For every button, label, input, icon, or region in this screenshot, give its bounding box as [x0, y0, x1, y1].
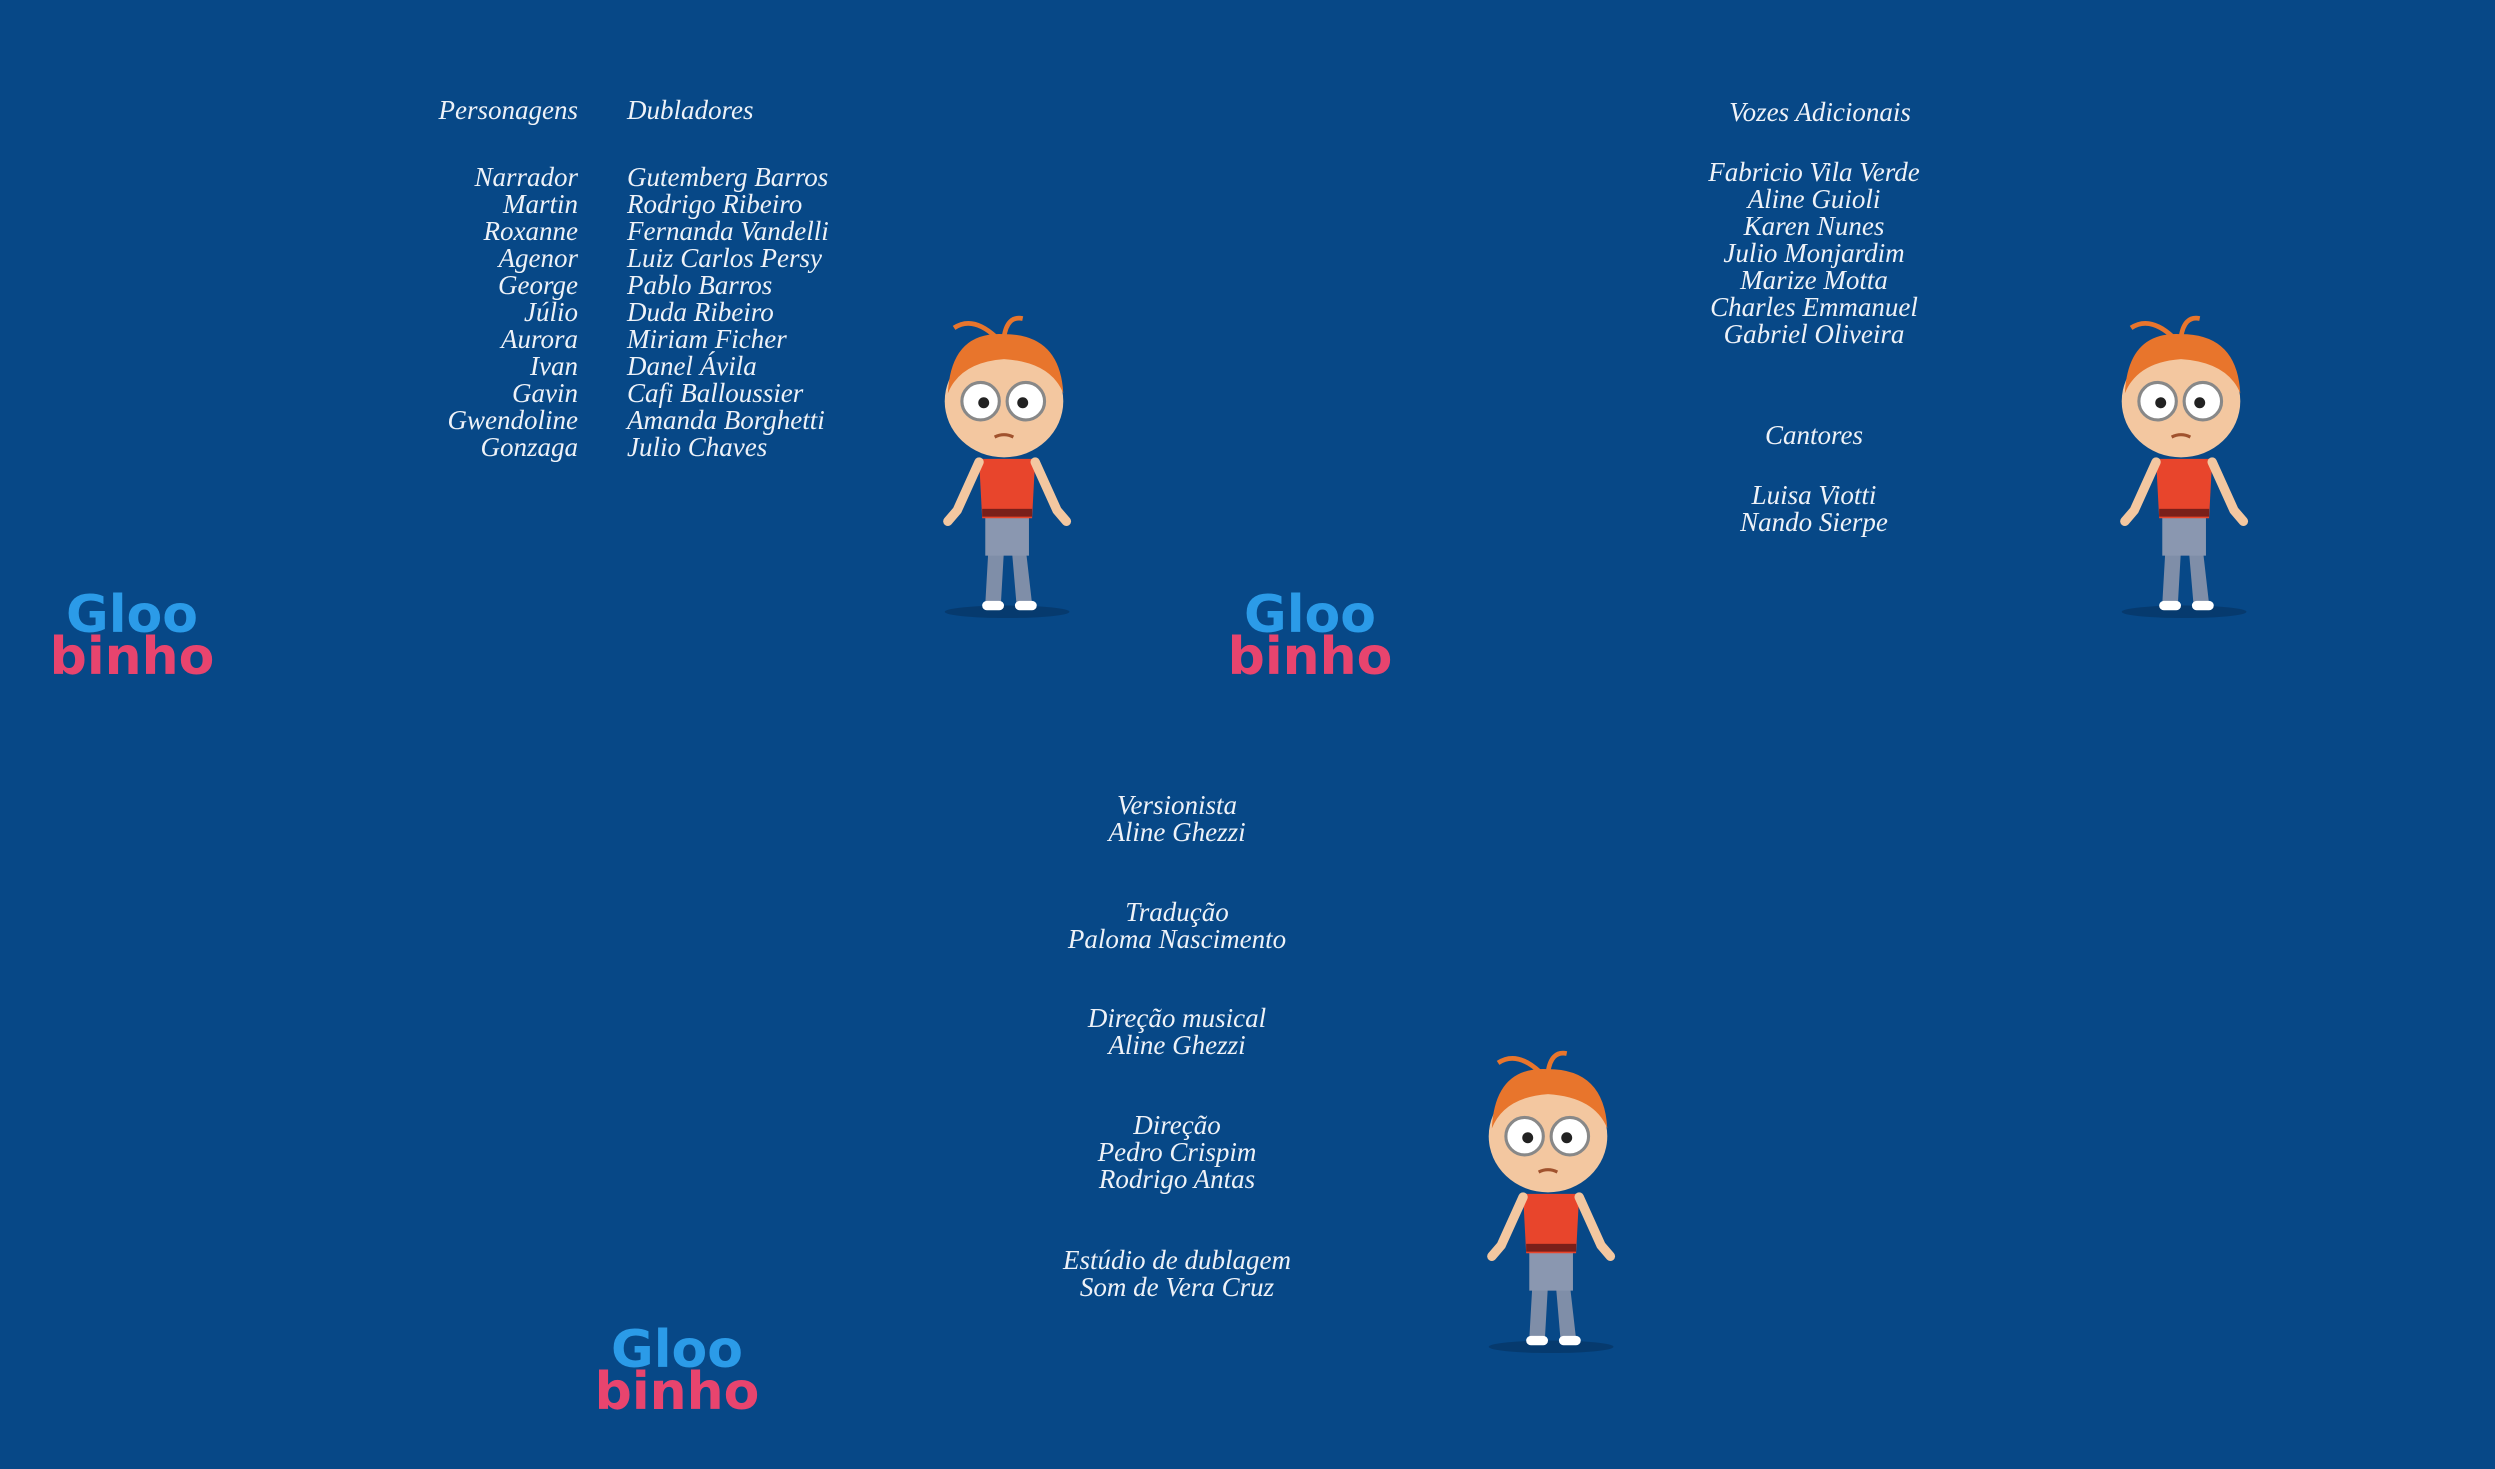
voice-name: Karen Nunes [1743, 211, 1885, 241]
section-title: Cantores [1765, 420, 1863, 450]
character-name: Júlio [524, 297, 578, 327]
logo-text: Gloo [1244, 585, 1376, 645]
actor-name: Julio Chaves [627, 432, 767, 462]
character-name: Roxanne [483, 216, 578, 246]
column-header: Personagens [438, 95, 578, 125]
singer-name: Luisa Viotti [1751, 480, 1877, 510]
actor-name: Pablo Barros [626, 270, 772, 300]
credit-name: Rodrigo Antas [1098, 1164, 1255, 1194]
actor-name: Luiz Carlos Persy [626, 243, 822, 273]
voice-name: Aline Guioli [1746, 184, 1881, 214]
logo-text: Gloo [66, 585, 198, 645]
actor-name: Gutemberg Barros [627, 162, 828, 192]
credit-role: Tradução [1125, 897, 1229, 927]
character-name: Gonzaga [480, 432, 578, 462]
character-name: George [498, 270, 578, 300]
character-name: Agenor [497, 243, 579, 273]
actor-name: Rodrigo Ribeiro [626, 189, 802, 219]
section-title: Vozes Adicionais [1729, 97, 1911, 127]
voice-name: Gabriel Oliveira [1724, 319, 1905, 349]
character-illustration [2122, 318, 2247, 618]
credit-name: Aline Ghezzi [1106, 817, 1245, 847]
credit-name: Som de Vera Cruz [1080, 1272, 1275, 1302]
voice-name: Fabricio Vila Verde [1707, 157, 1919, 187]
actor-name: Cafi Balloussier [627, 378, 804, 408]
actor-name: Miriam Ficher [626, 324, 787, 354]
column-header: Dubladores [626, 95, 754, 125]
credit-role: Direção [1132, 1110, 1220, 1140]
voice-name: Charles Emmanuel [1710, 292, 1918, 322]
character-name: Gavin [512, 378, 578, 408]
credit-role: Direção musical [1087, 1003, 1266, 1033]
credit-name: Pedro Crispim [1097, 1137, 1257, 1167]
logo-text: binho [50, 627, 215, 687]
voice-name: Marize Motta [1739, 265, 1888, 295]
credit-name: Paloma Nascimento [1067, 924, 1286, 954]
character-name: Martin [502, 189, 578, 219]
logo-text: Gloo [611, 1320, 743, 1380]
character-name: Aurora [499, 324, 578, 354]
voice-name: Julio Monjardim [1723, 238, 1904, 268]
actor-name: Fernanda Vandelli [626, 216, 829, 246]
logo-text: binho [595, 1362, 760, 1422]
credit-role: Versionista [1117, 790, 1237, 820]
singer-name: Nando Sierpe [1739, 507, 1888, 537]
character-illustration [1489, 1053, 1614, 1353]
credit-role: Estúdio de dublagem [1062, 1245, 1291, 1275]
character-name: Narrador [473, 162, 578, 192]
character-name: Gwendoline [448, 405, 578, 435]
credit-name: Aline Ghezzi [1106, 1030, 1245, 1060]
actor-name: Amanda Borghetti [625, 405, 825, 435]
logo-text: binho [1228, 627, 1393, 687]
actor-name: Danel Ávila [626, 351, 757, 381]
actor-name: Duda Ribeiro [626, 297, 774, 327]
character-illustration [945, 318, 1070, 618]
character-name: Ivan [529, 351, 578, 381]
